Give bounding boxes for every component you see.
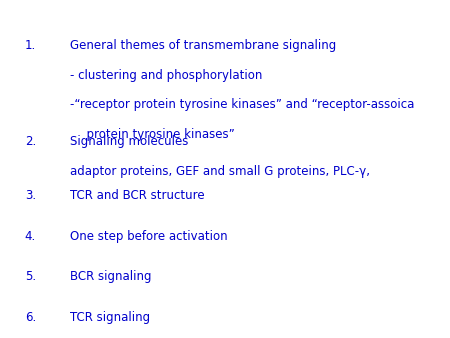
Text: - clustering and phosphorylation: - clustering and phosphorylation <box>70 69 262 81</box>
Text: General themes of transmembrane signaling: General themes of transmembrane signalin… <box>70 39 336 52</box>
Text: TCR signaling: TCR signaling <box>70 311 150 324</box>
Text: TCR and BCR structure: TCR and BCR structure <box>70 189 204 202</box>
Text: 3.: 3. <box>25 189 36 202</box>
Text: 1.: 1. <box>25 39 36 52</box>
Text: 5.: 5. <box>25 270 36 283</box>
Text: 2.: 2. <box>25 135 36 148</box>
Text: adaptor proteins, GEF and small G proteins, PLC-γ,: adaptor proteins, GEF and small G protei… <box>70 165 370 178</box>
Text: 4.: 4. <box>25 230 36 243</box>
Text: 6.: 6. <box>25 311 36 324</box>
Text: protein tyrosine kinases”: protein tyrosine kinases” <box>79 128 234 141</box>
Text: One step before activation: One step before activation <box>70 230 227 243</box>
Text: Signaling molecules: Signaling molecules <box>70 135 188 148</box>
Text: BCR signaling: BCR signaling <box>70 270 151 283</box>
Text: -“receptor protein tyrosine kinases” and “receptor-assoica: -“receptor protein tyrosine kinases” and… <box>70 98 414 111</box>
